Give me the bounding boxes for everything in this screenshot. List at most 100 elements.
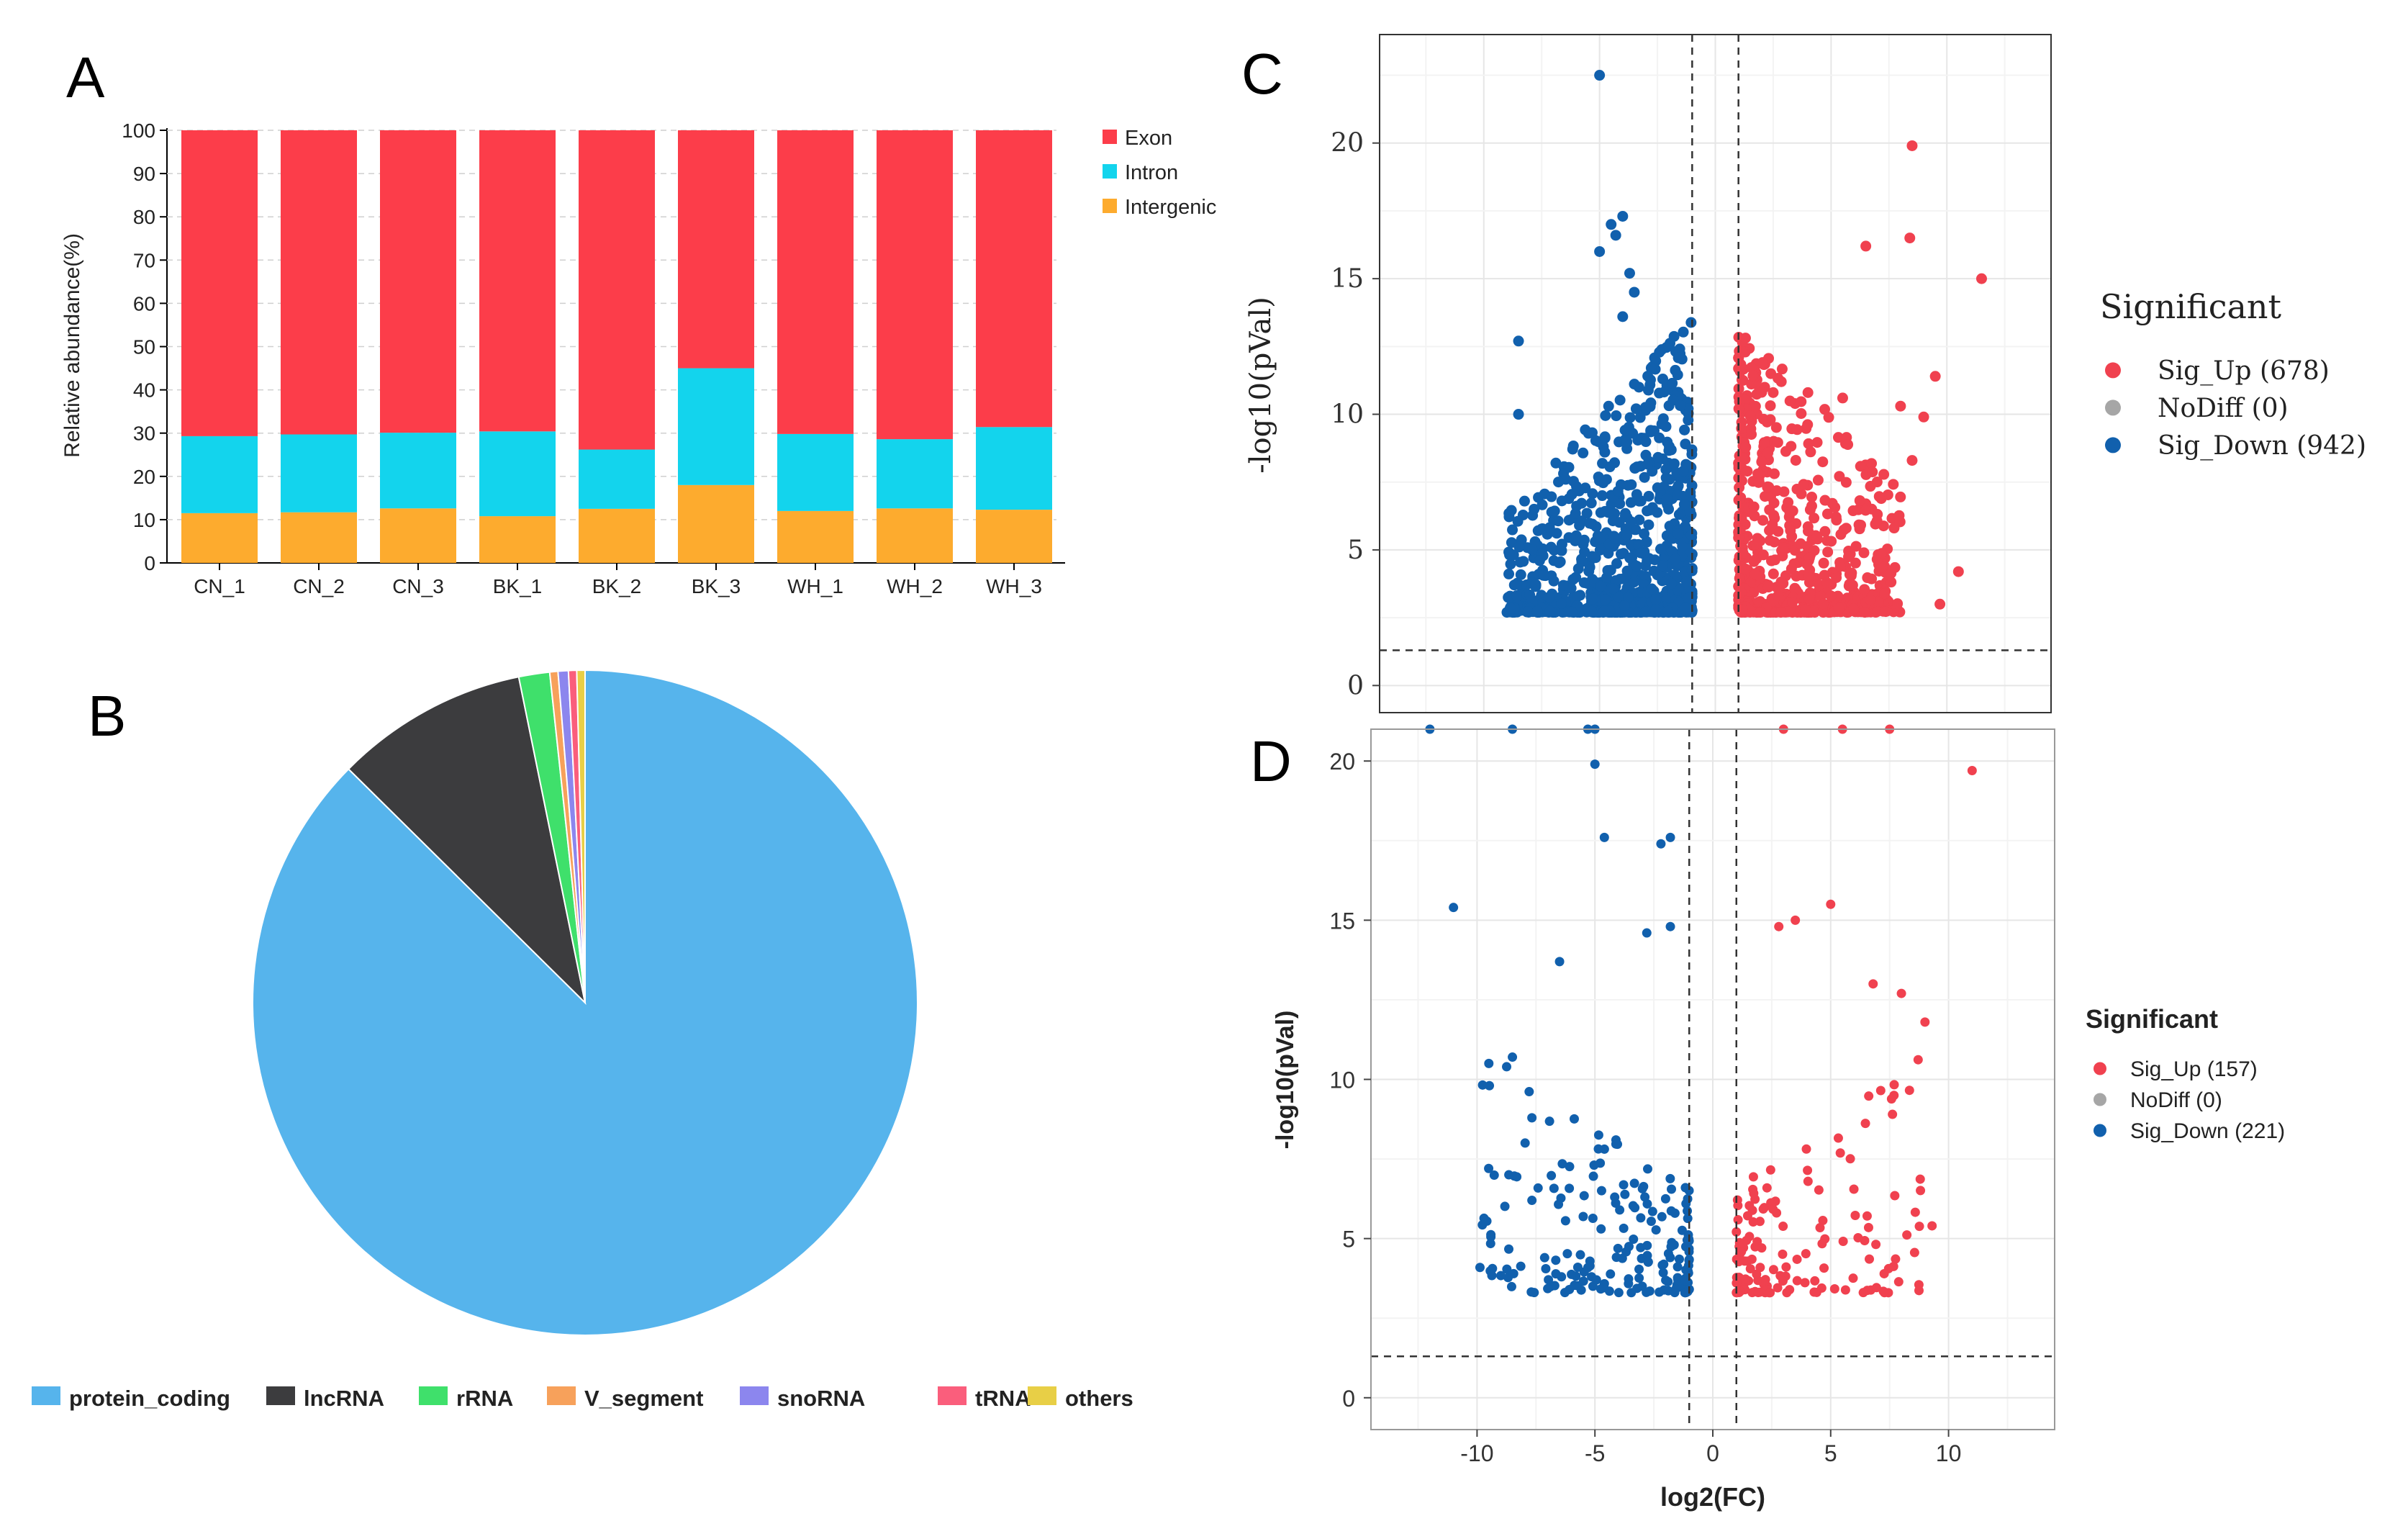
d-point-sig-up <box>1914 1286 1924 1296</box>
b-pie-slices <box>252 669 918 1336</box>
d-point-sig-up <box>1778 1276 1788 1286</box>
d-point-sig-down <box>1579 1267 1589 1277</box>
c-point-sig-up <box>1895 400 1906 412</box>
a-y-tick-label: 10 <box>133 509 155 531</box>
c-point-sig-down <box>1503 568 1515 579</box>
b-legend-label-protein_coding: protein_coding <box>69 1386 230 1411</box>
c-point-sig-down <box>1619 507 1631 519</box>
d-point-sig-up <box>1913 1055 1923 1065</box>
c-point-sig-down <box>1642 371 1654 382</box>
d-point-sig-up <box>1760 1275 1770 1285</box>
d-point-sig-up <box>1868 979 1878 989</box>
c-point-sig-down <box>1513 541 1525 553</box>
c-point-sig-up <box>1757 515 1769 526</box>
c-point-sig-up <box>1802 419 1814 430</box>
d-point-sig-down <box>1634 1264 1644 1274</box>
c-point-sig-down <box>1680 438 1691 450</box>
d-point-sig-down <box>1486 1229 1496 1240</box>
c-point-sig-down <box>1578 577 1590 589</box>
c-point-sig-down <box>1599 446 1611 458</box>
c-point-sig-up <box>1733 495 1744 506</box>
c-point-sig-down <box>1612 485 1624 497</box>
c-point-sig-up <box>1770 422 1782 433</box>
d-point-sig-down <box>1506 1281 1516 1291</box>
c-point-sig-down <box>1517 509 1529 520</box>
c-point-sig-up <box>1889 561 1901 573</box>
b-pie-slice-others <box>576 669 586 1003</box>
a-bar-segment-intron <box>479 431 556 517</box>
c-point-sig-up <box>1733 532 1744 543</box>
c-point-sig-up <box>1872 605 1883 617</box>
c-point-sig-up <box>1752 468 1764 479</box>
c-point-sig-down <box>1668 330 1680 342</box>
c-point-sig-down <box>1599 431 1611 443</box>
c-point-sig-down <box>1544 605 1556 617</box>
c-point-sig-up <box>1756 456 1767 468</box>
c-point-sig-up <box>1803 572 1814 583</box>
c-point-sig-down <box>1639 471 1650 483</box>
c-point-sig-up <box>1860 240 1872 252</box>
c-point-sig-up <box>1798 479 1809 490</box>
a-bar-segment-exon <box>579 130 655 450</box>
c-point-sig-up <box>1812 474 1824 486</box>
d-point-sig-up <box>1744 1232 1755 1242</box>
d-point-sig-up <box>1863 1222 1873 1232</box>
c-point-sig-down <box>1508 579 1520 591</box>
c-point-sig-down <box>1675 400 1686 411</box>
c-point-sig-down <box>1645 425 1657 436</box>
c-point-sig-down <box>1679 424 1690 435</box>
d-point-sig-down <box>1575 1250 1585 1260</box>
c-point-sig-down <box>1631 461 1643 473</box>
d-y-tick-label: 10 <box>1329 1068 1355 1093</box>
c-point-sig-down <box>1650 594 1662 605</box>
c-point-sig-up <box>1817 598 1829 610</box>
d-point-sig-up <box>1781 1262 1791 1272</box>
d-legend-label-nodiff: NoDiff (0) <box>2130 1088 2222 1112</box>
d-point-sig-down <box>1620 1189 1630 1199</box>
c-point-sig-down <box>1504 549 1516 561</box>
c-point-sig-down <box>1633 382 1644 393</box>
panel-label-d: D <box>1250 729 1292 793</box>
a-y-tick-label: 20 <box>133 466 155 488</box>
a-bar-segment-intergenic <box>380 508 456 563</box>
d-legend-dot-sig-down <box>2094 1124 2106 1137</box>
d-point-sig-down <box>1502 1062 1512 1072</box>
c-point-sig-up <box>1801 559 1813 570</box>
c-point-sig-up <box>1762 582 1774 593</box>
c-point-sig-up <box>1879 588 1891 600</box>
d-point-sig-up <box>1904 1086 1914 1096</box>
a-bar-segment-exon <box>678 130 754 369</box>
c-point-sig-up <box>1796 407 1807 419</box>
c-point-sig-up <box>1888 479 1899 490</box>
d-point-sig-down <box>1509 1171 1519 1181</box>
d-point-sig-up <box>1829 1284 1839 1294</box>
panel-label-b: B <box>88 684 126 748</box>
d-point-sig-up <box>1818 1216 1828 1226</box>
d-point-sig-down <box>1576 1285 1586 1295</box>
d-point-sig-down <box>1560 1288 1570 1298</box>
d-point-sig-up <box>1849 1184 1859 1194</box>
c-point-sig-up <box>1862 572 1873 584</box>
d-point-sig-down <box>1572 1263 1583 1273</box>
c-legend: Significant Sig_Up (678) NoDiff (0) Sig_Dow… <box>2100 287 2366 461</box>
c-point-sig-down <box>1513 335 1524 347</box>
d-point-sig-down <box>1524 1087 1534 1097</box>
b-legend-swatch-snorna <box>740 1386 769 1405</box>
a-x-tick-label: BK_2 <box>592 575 642 597</box>
c-point-sig-down <box>1610 230 1621 241</box>
c-legend-label-nodiff: NoDiff (0) <box>2158 394 2289 423</box>
d-point-sig-down <box>1565 1162 1575 1172</box>
c-point-sig-up <box>1784 395 1796 407</box>
a-bar-segment-intron <box>976 427 1052 510</box>
c-point-sig-down <box>1529 503 1540 515</box>
c-point-sig-down <box>1672 489 1683 501</box>
d-point-sig-up <box>1762 1183 1772 1193</box>
c-point-sig-down <box>1657 560 1668 572</box>
a-legend-label-intergenic: Intergenic <box>1125 196 1216 219</box>
c-point-sig-down <box>1614 394 1626 406</box>
c-point-sig-down <box>1678 499 1690 510</box>
d-y-ticks: 0 5 10 15 20 <box>1329 749 1371 1412</box>
c-point-sig-up <box>1737 604 1748 615</box>
c-point-sig-up <box>1855 461 1866 472</box>
d-point-sig-down <box>1593 1130 1603 1140</box>
